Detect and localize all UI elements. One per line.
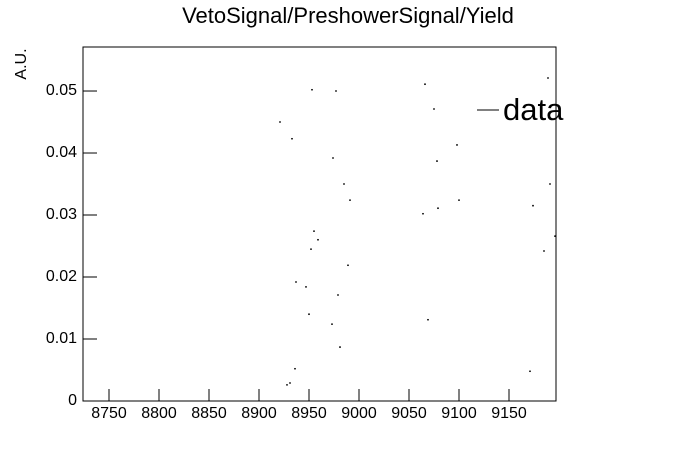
y-tick-label: 0.01	[46, 330, 77, 347]
point	[554, 235, 556, 237]
point	[458, 199, 460, 202]
y-tick-label: 0.05	[46, 82, 77, 99]
point	[339, 346, 341, 348]
point	[311, 88, 313, 91]
point	[331, 323, 333, 326]
x-tick-label: 9050	[391, 405, 427, 422]
y-tick-label: 0.04	[46, 144, 77, 161]
point	[424, 83, 426, 86]
point	[422, 212, 424, 215]
point	[343, 183, 345, 185]
point	[279, 121, 281, 123]
x-tick-label: 8950	[291, 405, 327, 422]
y-tick-label: 0	[68, 392, 77, 409]
x-tick-label: 9100	[441, 405, 477, 422]
point	[549, 183, 551, 185]
x-tick-label: 9150	[491, 405, 527, 422]
point	[532, 204, 534, 207]
point	[317, 238, 319, 241]
point	[529, 370, 531, 373]
x-tick-label: 8750	[91, 405, 127, 422]
point	[349, 199, 351, 202]
y-tick-label: 0.03	[46, 206, 77, 223]
point	[295, 281, 297, 283]
legend-label: data	[503, 92, 564, 127]
point	[437, 207, 439, 210]
x-tick-label: 8900	[241, 405, 277, 422]
point	[313, 230, 315, 233]
point	[310, 248, 312, 251]
point	[547, 77, 549, 79]
point	[427, 318, 429, 321]
point	[305, 286, 307, 288]
point	[294, 367, 296, 370]
point	[308, 313, 310, 316]
y-axis-label: A.U.	[13, 48, 30, 79]
y-tick-label: 0.02	[46, 268, 77, 285]
point	[335, 90, 337, 92]
plot-frame	[82, 46, 557, 402]
x-tick-label: 8850	[191, 405, 227, 422]
point	[291, 137, 293, 140]
x-tick-label: 8800	[141, 405, 177, 422]
point	[332, 157, 334, 159]
point	[433, 108, 435, 110]
point	[289, 382, 291, 384]
x-tick-label: 9000	[341, 405, 377, 422]
point	[286, 383, 288, 386]
chart-title: VetoSignal/PreshowerSignal/Yield	[182, 3, 514, 28]
point	[337, 294, 339, 296]
point	[347, 264, 349, 267]
point	[456, 144, 458, 146]
point	[436, 160, 438, 162]
point	[543, 250, 545, 252]
